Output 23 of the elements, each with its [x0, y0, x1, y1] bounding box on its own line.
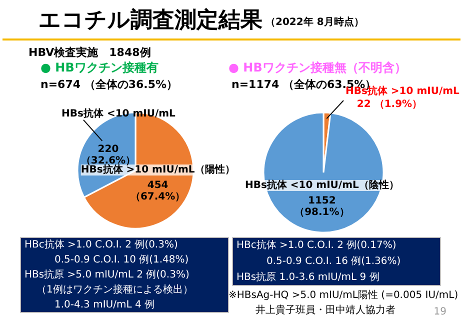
data-label: 1152 （98.1%） [294, 195, 350, 218]
text: 19 [434, 306, 447, 318]
slice-label: HBs抗体 <10 mIU/mL [62, 107, 176, 120]
slice-label: HBs抗体 >10 mIU/mL（陽性） [80, 164, 235, 176]
text: HBs抗原 1.0-3.6 mIU/mL 9 例 [236, 271, 380, 283]
text: ※HBsAg-HQ >5.0 mIU/mL陽性 (=0.005 IU/mL) [228, 289, 458, 301]
text: HBV検査実施 1848例 [28, 46, 151, 59]
data-label: 454 （67.4%） [130, 180, 186, 203]
data-label: 22 （1.9%） [356, 99, 422, 110]
chart-title: ● HBワクチン接種有 [40, 60, 158, 74]
slice-label: HBs抗体 <10 mIU/mL（陰性） [244, 178, 399, 191]
chart-title: ● HBワクチン接種無（不明含） [228, 60, 406, 74]
text: 0.5-0.9 C.O.I. 16 例(1.36%) [266, 256, 401, 267]
text: HBc抗体 >1.0 C.O.I. 2 例(0.3%) [24, 238, 178, 250]
text: エコチル調査測定結果 [38, 7, 264, 33]
chart-subtitle: n=674 （全体の36.5%） [40, 78, 178, 91]
text: HBs抗原 >5.0 mIU/mL 2 例(0.3%) [24, 268, 190, 280]
text: 井上貴子班員・田中靖人協力者 [256, 304, 396, 316]
text: HBc抗体 >1.0 C.O.I. 2 例(0.17%) [236, 239, 396, 251]
text: 0.5-0.9 C.O.I. 10 例(1.48%) [54, 254, 189, 266]
text: 1.0-4.3 mIU/mL 4 例 [54, 300, 155, 310]
text: （1例はワクチン接種による検出） [36, 284, 193, 296]
text: （2022年 8月時点） [266, 16, 364, 28]
